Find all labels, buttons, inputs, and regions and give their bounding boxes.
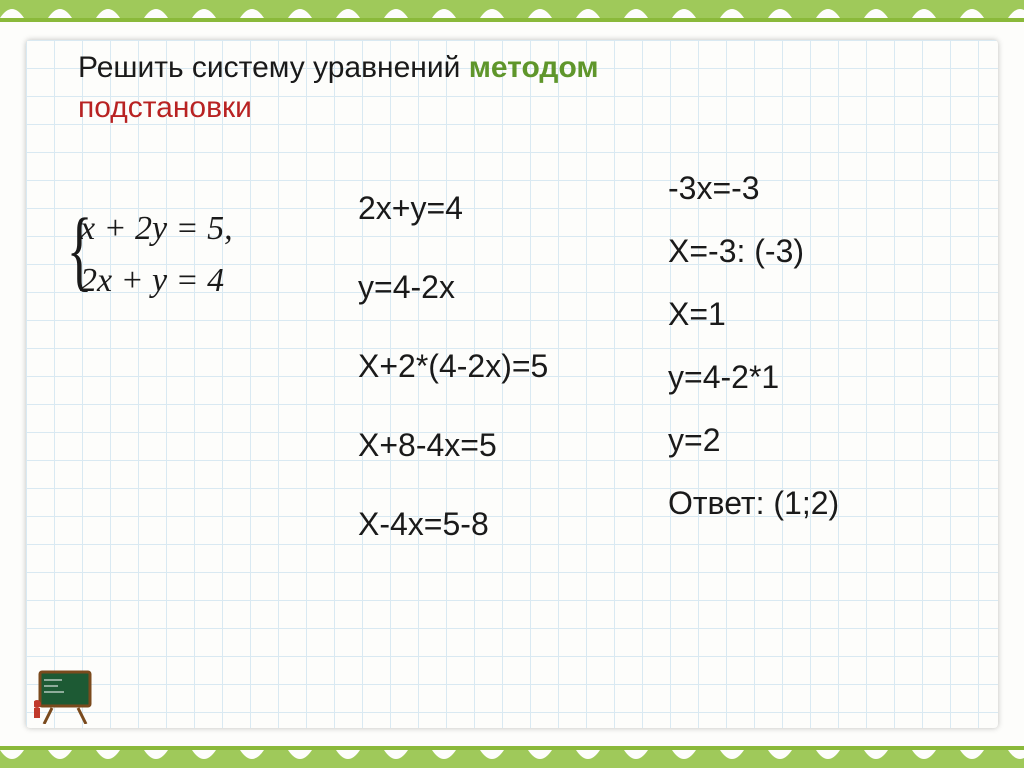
system-eq-2: 2x + y = 4 xyxy=(80,262,233,300)
title-part2: методом xyxy=(469,51,599,84)
system-eq-1: x + 2y = 5, xyxy=(80,210,233,248)
title-part1: Решить систему уравнений xyxy=(78,51,460,84)
step-m4: X+8-4x=5 xyxy=(358,427,548,464)
step-m3: X+2*(4-2x)=5 xyxy=(358,348,548,385)
solution-column-right: -3x=-3 X=-3: (-3) X=1 y=4-2*1 y=2 Ответ:… xyxy=(668,170,839,548)
decor-border-top xyxy=(0,0,1024,18)
title-part3: подстановки xyxy=(78,91,252,124)
slide-title: Решить систему уравнений методом подстан… xyxy=(78,48,599,128)
step-r2: X=-3: (-3) xyxy=(668,233,839,270)
step-r3: X=1 xyxy=(668,296,839,333)
chalkboard-icon xyxy=(34,670,96,724)
step-m5: X-4x=5-8 xyxy=(358,506,548,543)
step-r5: y=2 xyxy=(668,422,839,459)
step-r4: y=4-2*1 xyxy=(668,359,839,396)
step-m1: 2x+y=4 xyxy=(358,190,548,227)
step-m2: y=4-2x xyxy=(358,269,548,306)
equation-system: { x + 2y = 5, 2x + y = 4 xyxy=(80,210,233,300)
step-r1: -3x=-3 xyxy=(668,170,839,207)
solution-column-mid: 2x+y=4 y=4-2x X+2*(4-2x)=5 X+8-4x=5 X-4x… xyxy=(358,190,548,585)
decor-line-top xyxy=(0,18,1024,22)
step-answer: Ответ: (1;2) xyxy=(668,485,839,522)
decor-border-bottom xyxy=(0,750,1024,768)
